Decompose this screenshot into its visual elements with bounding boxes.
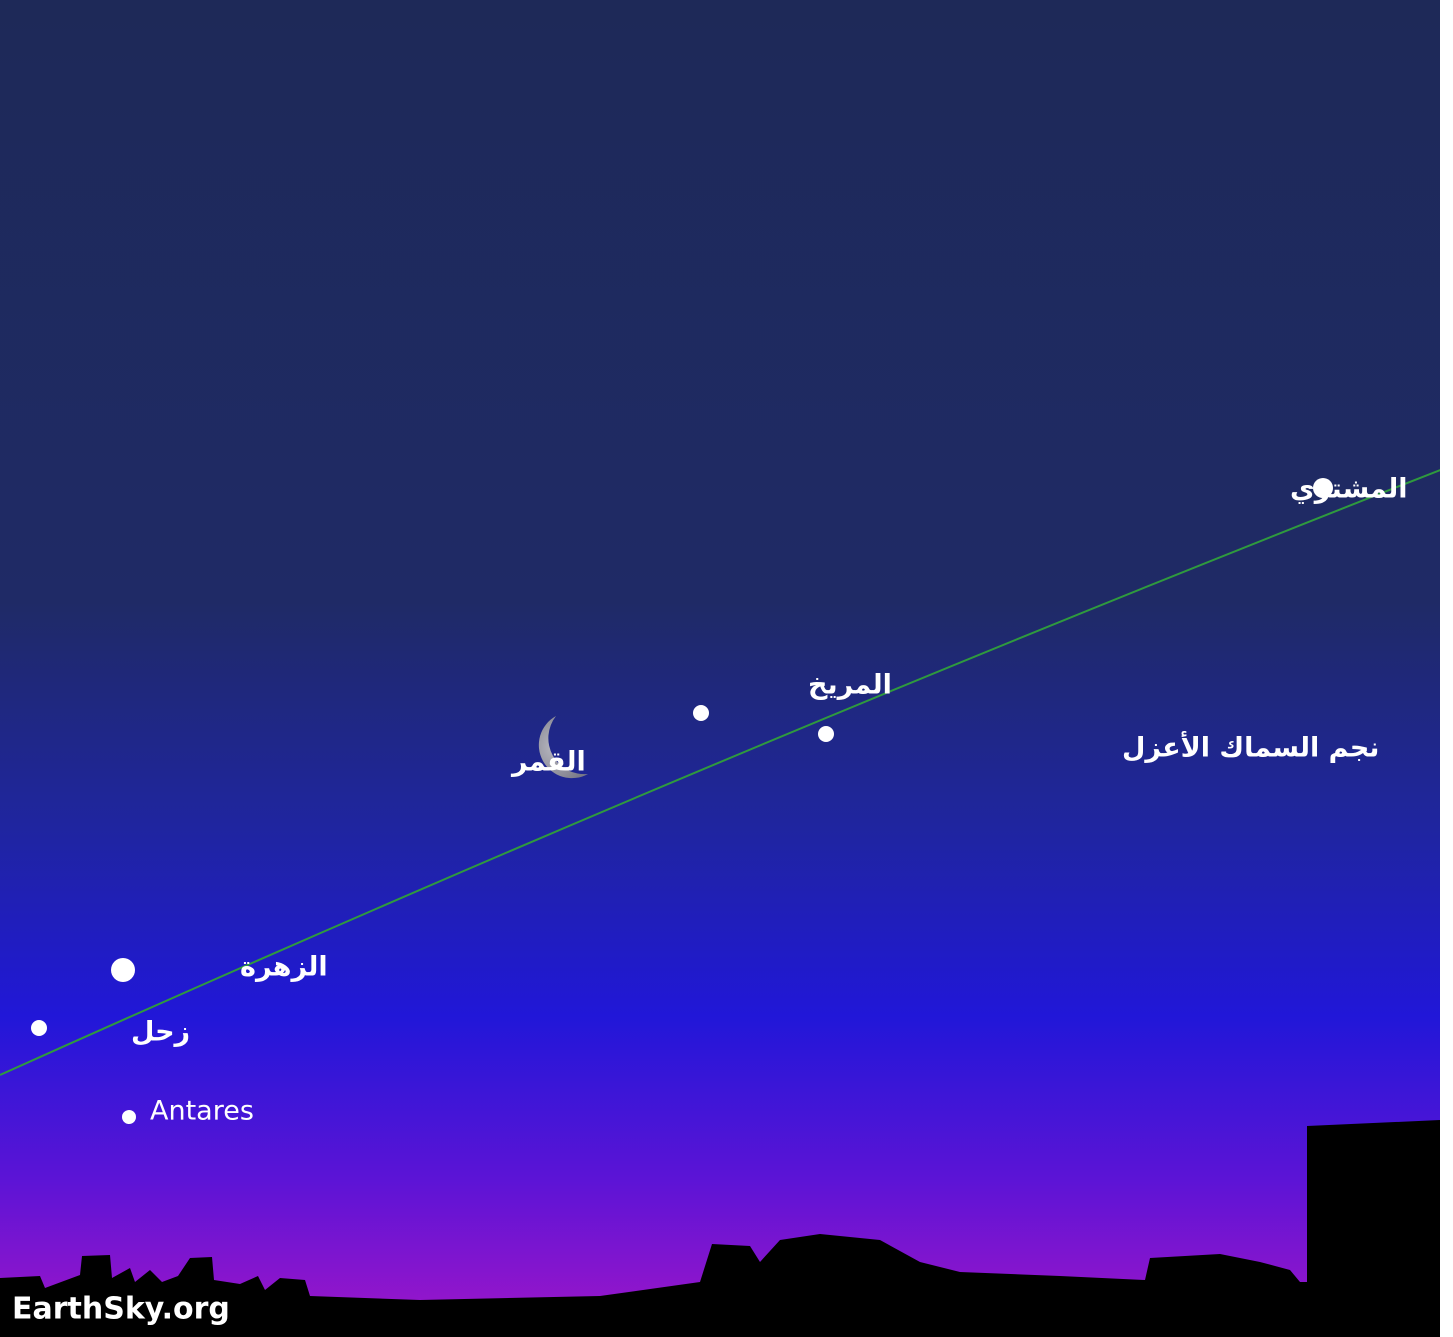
- moon-label: القمر: [510, 747, 586, 778]
- mars-dot: [693, 705, 709, 721]
- saturn-label: زحل: [131, 1017, 190, 1048]
- spica-dot: [818, 726, 834, 742]
- jupiter-label: المشتري: [1290, 474, 1408, 505]
- sky: [0, 0, 1453, 1337]
- antares-dot: [122, 1110, 136, 1124]
- antares-label: Antares: [150, 1096, 254, 1127]
- frame-edge: [1440, 0, 1453, 1337]
- mars-label: المريخ: [808, 670, 892, 701]
- venus-label: الزهرة: [240, 952, 328, 983]
- venus-dot: [111, 958, 135, 982]
- saturn-dot: [31, 1020, 47, 1036]
- spica-label: نجم السماك الأعزل: [1122, 731, 1379, 764]
- sky-chart: المشتري المريخ نجم السماك الأعزل القمر ا…: [0, 0, 1453, 1337]
- watermark: EarthSky.org: [12, 1292, 230, 1327]
